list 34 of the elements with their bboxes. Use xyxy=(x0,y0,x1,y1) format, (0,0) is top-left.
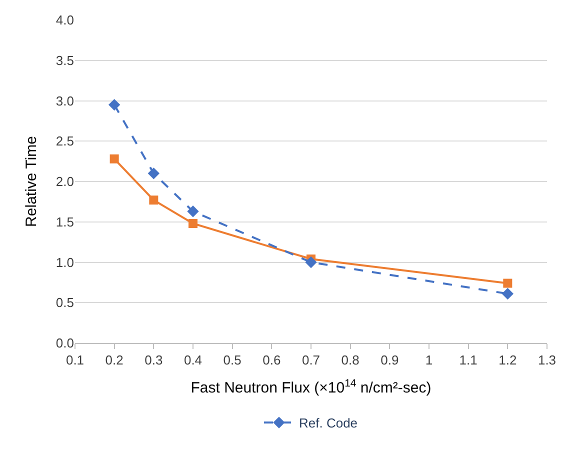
x-tick-label: 0.5 xyxy=(223,352,242,368)
y-tick-label: 3.5 xyxy=(56,52,74,68)
point xyxy=(149,196,158,205)
point xyxy=(110,154,119,164)
x-tick-label: 1.3 xyxy=(538,352,556,368)
point xyxy=(188,218,198,228)
y-tick-label: 2.5 xyxy=(56,134,74,149)
x-tick-label: 0.1 xyxy=(66,352,84,368)
point xyxy=(503,278,512,288)
x-tick-label: 1.2 xyxy=(498,352,517,368)
point xyxy=(108,98,120,111)
y-tick-label: 1.0 xyxy=(56,254,74,270)
point xyxy=(187,206,199,218)
x-tick-label: 1.1 xyxy=(459,352,478,368)
x-tick-label: 0.4 xyxy=(184,352,202,368)
x-tick-label: 0.7 xyxy=(302,352,320,368)
x-tick-label: 0.8 xyxy=(341,352,360,368)
y-tick-label: 1.5 xyxy=(56,214,74,230)
x-tick-label: 0.3 xyxy=(144,352,163,368)
y-tick-label: 2.0 xyxy=(56,174,74,190)
y-tick-label: 4.0 xyxy=(56,12,74,28)
y-tick-label: 3.0 xyxy=(56,93,74,108)
x-tick-label: 1 xyxy=(425,352,433,368)
x-tick-label: 0.9 xyxy=(380,352,399,368)
legend-label: Ref. Code xyxy=(299,416,358,431)
point xyxy=(502,288,514,300)
y-axis-title: Relative Time xyxy=(23,136,40,227)
x-axis-title: Fast Neutron Flux (×10$^{14}$ n/cm²-sec) xyxy=(190,377,432,397)
point xyxy=(148,168,160,180)
point xyxy=(305,256,317,268)
x-tick-label: 0.2 xyxy=(105,352,124,368)
x-tick-label: 0.6 xyxy=(262,352,281,368)
y-tick-label: 0.5 xyxy=(56,295,74,310)
y-tick-label: 0.0 xyxy=(56,336,74,351)
